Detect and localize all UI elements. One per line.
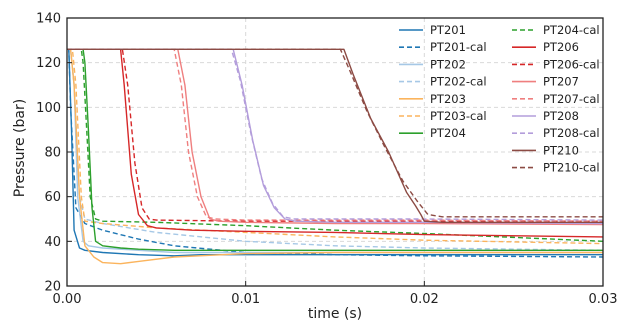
series-line-pt204 bbox=[67, 48, 603, 252]
series-line-pt210-cal bbox=[67, 48, 603, 218]
legend-entry-pt201: PT201 bbox=[399, 23, 466, 37]
legend-entry-pt203-cal: PT203-cal bbox=[399, 109, 487, 123]
legend: PT201 PT201-cal PT202 PT202-cal PT203 PT203-c… bbox=[399, 23, 600, 175]
x-tick-label: 0.02 bbox=[410, 292, 439, 307]
series-line-pt203-cal bbox=[67, 48, 604, 245]
legend-entry-pt208-cal: PT208-cal bbox=[512, 126, 600, 140]
plot-layer bbox=[67, 48, 604, 265]
series-line-pt210 bbox=[67, 48, 603, 224]
y-axis-label: Pressure (bar) bbox=[12, 99, 28, 197]
legend-entry-pt206: PT206 bbox=[512, 40, 579, 54]
legend-entry-pt203: PT203 bbox=[399, 92, 466, 106]
legend-entry-pt210: PT210 bbox=[512, 143, 579, 157]
series-line-pt207 bbox=[67, 48, 604, 226]
y-tick-label: 80 bbox=[44, 146, 61, 161]
legend-label: PT206-cal bbox=[543, 57, 600, 71]
legend-entry-pt207-cal: PT207-cal bbox=[512, 92, 600, 106]
series-line-pt204-cal bbox=[67, 48, 604, 242]
legend-entry-pt204: PT204 bbox=[399, 126, 466, 140]
series-line-pt203 bbox=[67, 48, 603, 265]
legend-label: PT204-cal bbox=[543, 23, 600, 37]
legend-label: PT207-cal bbox=[543, 92, 600, 106]
legend-label: PT201-cal bbox=[430, 40, 487, 54]
legend-entry-pt207: PT207 bbox=[512, 75, 579, 89]
x-tick-label: 0.00 bbox=[53, 292, 82, 307]
y-tick-label: 100 bbox=[36, 101, 61, 116]
legend-label: PT203 bbox=[430, 92, 466, 106]
legend-label: PT208-cal bbox=[543, 126, 600, 140]
y-tick-label: 60 bbox=[44, 190, 61, 205]
series-line-pt208 bbox=[67, 48, 604, 225]
x-tick-label: 0.03 bbox=[589, 292, 618, 307]
x-axis-label: time (s) bbox=[308, 306, 362, 322]
legend-label: PT210-cal bbox=[543, 161, 600, 175]
legend-label: PT210 bbox=[543, 143, 579, 157]
series-line-pt208-cal bbox=[67, 48, 604, 221]
y-tick-label: 20 bbox=[44, 280, 61, 295]
series-line-pt207-cal bbox=[67, 48, 604, 222]
series-line-pt206 bbox=[67, 48, 604, 238]
legend-entry-pt202-cal: PT202-cal bbox=[399, 75, 487, 89]
y-tick-label: 140 bbox=[36, 12, 61, 27]
y-tick-label: 120 bbox=[36, 56, 61, 71]
legend-label: PT208 bbox=[543, 109, 579, 123]
series-line-pt201-cal bbox=[67, 48, 604, 258]
legend-entry-pt202: PT202 bbox=[399, 57, 466, 71]
series-line-pt206-cal bbox=[67, 48, 603, 222]
legend-entry-pt210-cal: PT210-cal bbox=[512, 161, 600, 175]
legend-label: PT201 bbox=[430, 23, 466, 37]
legend-entry-pt206-cal: PT206-cal bbox=[512, 57, 600, 71]
x-tick-label: 0.01 bbox=[231, 292, 260, 307]
tick-layer: 0.00 0.01 0.02 0.03 20 40 60 80 100 120 140 bbox=[36, 12, 617, 308]
legend-label: PT202 bbox=[430, 57, 466, 71]
legend-label: PT207 bbox=[543, 75, 579, 89]
legend-label: PT203-cal bbox=[430, 109, 487, 123]
legend-entry-pt204-cal: PT204-cal bbox=[512, 23, 600, 37]
legend-entry-pt208: PT208 bbox=[512, 109, 579, 123]
legend-label: PT202-cal bbox=[430, 75, 487, 89]
legend-entry-pt201-cal: PT201-cal bbox=[399, 40, 487, 54]
y-tick-label: 40 bbox=[44, 235, 61, 250]
legend-label: PT206 bbox=[543, 40, 579, 54]
legend-label: PT204 bbox=[430, 126, 466, 140]
